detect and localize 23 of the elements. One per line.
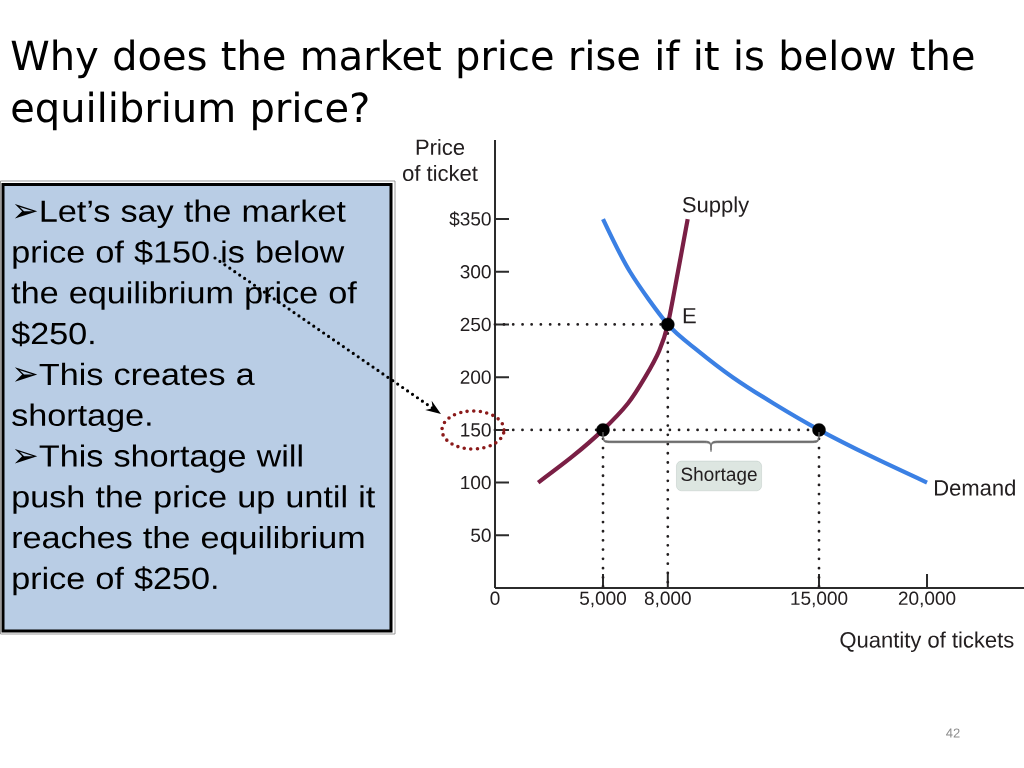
chart-title: Why does the market price rise if it is below the equilibrium price?	[11, 39, 974, 131]
x-axis-title: Quantity of tickets	[840, 631, 1014, 653]
text: 42	[946, 728, 960, 738]
x-tick-label: 15,000	[791, 591, 848, 608]
y-tick-label: 150	[461, 423, 491, 437]
y-tick-label: $350	[449, 211, 491, 227]
x-tick-label: 0	[490, 591, 500, 605]
series-label: Demand	[935, 479, 1015, 496]
annotation: E	[683, 308, 696, 324]
x-tick-label: 5,000	[579, 591, 627, 608]
y-tick-label: 50	[471, 528, 491, 543]
text: ➢This shortage will push the price up until it reaches the equilibrium price of $250.	[13, 444, 376, 596]
y-tick-label: 200	[460, 370, 491, 384]
y-tick-label: 250	[460, 317, 491, 332]
x-tick-label: 20,000	[898, 591, 956, 608]
text: ➢Let’s say the market price of $150 is below the equilibrium price of $250.	[11, 199, 357, 347]
series-label: Supply	[682, 196, 750, 217]
x-tick-label: 8,000	[644, 591, 691, 608]
y-tick-label: 100	[461, 475, 491, 490]
annotation: Shortage	[681, 467, 757, 485]
text: ➢This creates a shortage.	[12, 362, 255, 433]
y-axis-title: Price of ticket	[403, 138, 478, 182]
y-tick-label: 300	[460, 265, 491, 279]
